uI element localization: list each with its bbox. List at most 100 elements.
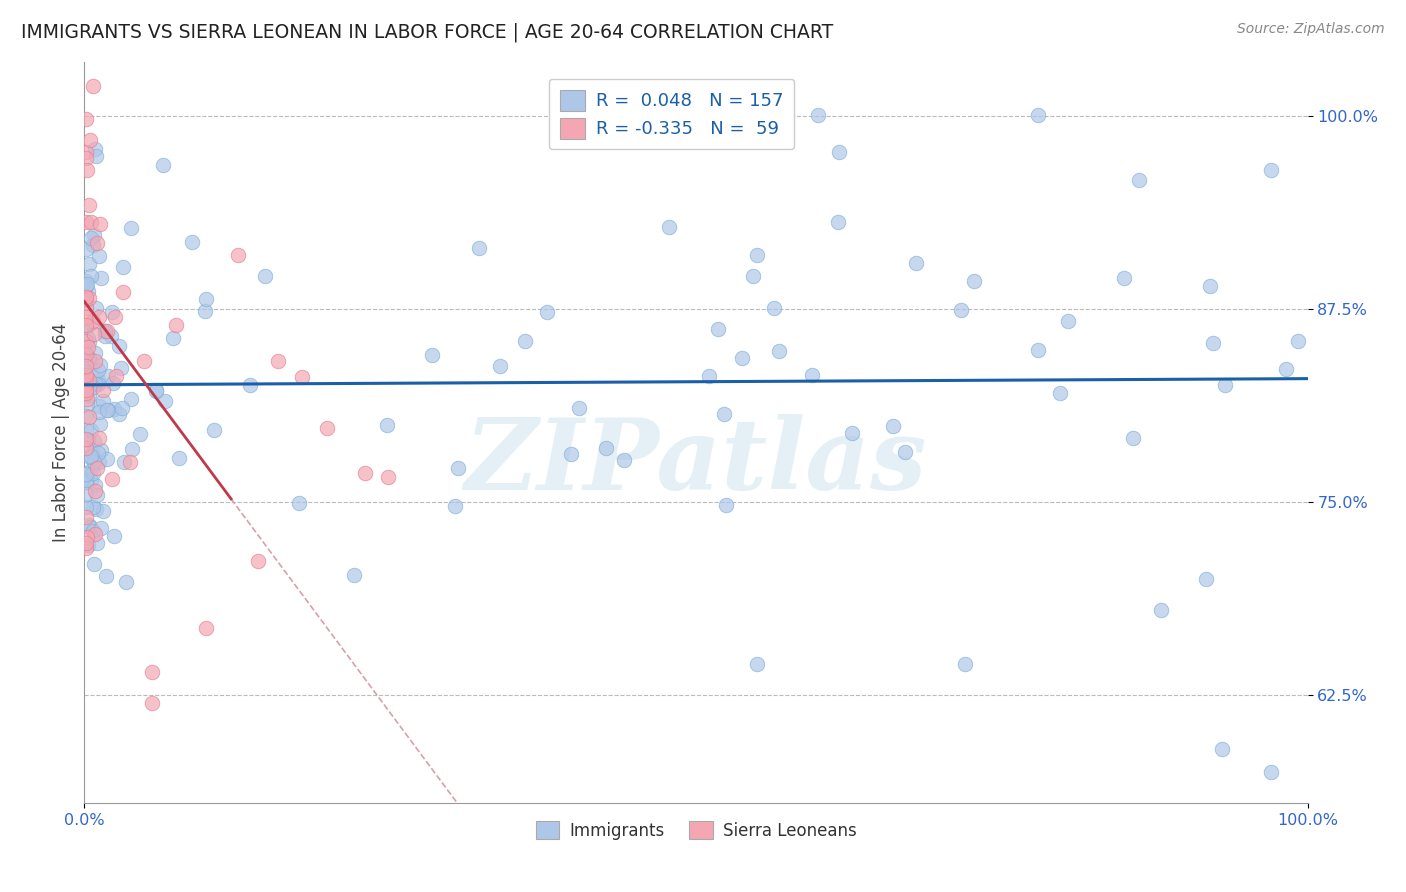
Point <box>86 536 108 550</box>
Point <box>91 383 114 397</box>
Point <box>89 217 111 231</box>
Point <box>75 378 97 392</box>
Point <box>1049 386 1071 401</box>
Point <box>77 257 100 271</box>
Point <box>595 441 617 455</box>
Point <box>468 241 491 255</box>
Point <box>79 214 101 228</box>
Point <box>90 442 112 457</box>
Point <box>83 326 105 341</box>
Point <box>82 368 104 382</box>
Point <box>882 419 904 434</box>
Point <box>82 238 104 252</box>
Point <box>706 322 728 336</box>
Point <box>120 220 142 235</box>
Point <box>84 502 107 516</box>
Point <box>247 554 270 568</box>
Point <box>560 447 582 461</box>
Point <box>84 142 107 156</box>
Point <box>75 290 97 304</box>
Point <box>87 376 110 391</box>
Point <box>155 394 177 409</box>
Point <box>75 346 97 360</box>
Point <box>89 271 111 285</box>
Point <box>75 293 97 307</box>
Text: Source: ZipAtlas.com: Source: ZipAtlas.com <box>1237 22 1385 37</box>
Point <box>112 455 135 469</box>
Point <box>96 324 118 338</box>
Point <box>195 292 218 306</box>
Point <box>950 303 973 318</box>
Point <box>75 352 97 367</box>
Point <box>76 530 98 544</box>
Point <box>1286 334 1309 348</box>
Point <box>75 467 97 482</box>
Point <box>84 346 107 360</box>
Point <box>75 310 97 324</box>
Point <box>828 145 851 159</box>
Point <box>145 384 167 398</box>
Point <box>103 402 125 417</box>
Point <box>291 370 314 384</box>
Legend: Immigrants, Sierra Leoneans: Immigrants, Sierra Leoneans <box>529 814 863 847</box>
Point <box>447 461 470 475</box>
Point <box>134 354 156 368</box>
Point <box>77 334 100 349</box>
Point <box>96 451 118 466</box>
Point <box>963 274 986 288</box>
Point <box>841 425 863 440</box>
Point <box>1128 173 1150 187</box>
Point <box>1114 271 1136 285</box>
Point <box>110 360 132 375</box>
Point <box>1122 431 1144 445</box>
Point <box>75 151 97 165</box>
Point <box>226 248 249 262</box>
Point <box>239 378 262 392</box>
Point <box>111 401 134 415</box>
Point <box>75 377 97 392</box>
Point <box>84 149 107 163</box>
Point <box>75 376 97 390</box>
Point <box>82 314 104 328</box>
Point <box>75 383 97 397</box>
Point <box>94 568 117 582</box>
Point <box>87 399 110 413</box>
Point <box>94 325 117 339</box>
Point <box>118 455 141 469</box>
Point <box>94 329 117 343</box>
Point <box>613 452 636 467</box>
Point <box>801 368 824 383</box>
Point <box>112 285 135 299</box>
Point <box>420 348 443 362</box>
Point <box>77 374 100 388</box>
Point <box>536 305 558 319</box>
Point <box>77 388 100 402</box>
Point <box>141 665 163 679</box>
Point <box>75 486 97 500</box>
Point <box>747 248 769 262</box>
Point <box>1211 741 1233 756</box>
Point <box>79 132 101 146</box>
Point <box>76 331 98 345</box>
Point <box>82 466 104 480</box>
Point <box>83 434 105 448</box>
Point <box>741 268 763 283</box>
Point <box>75 442 97 456</box>
Point <box>86 301 108 316</box>
Point <box>83 527 105 541</box>
Point <box>77 351 100 365</box>
Point <box>75 279 97 293</box>
Point <box>108 339 131 353</box>
Point <box>194 304 217 318</box>
Point <box>101 472 124 486</box>
Point <box>101 376 124 390</box>
Point <box>80 424 103 438</box>
Point <box>75 372 97 386</box>
Point <box>80 316 103 330</box>
Point <box>354 466 377 480</box>
Point <box>75 383 97 397</box>
Point <box>120 392 142 406</box>
Point <box>75 541 97 555</box>
Point <box>76 392 98 406</box>
Point <box>111 260 134 275</box>
